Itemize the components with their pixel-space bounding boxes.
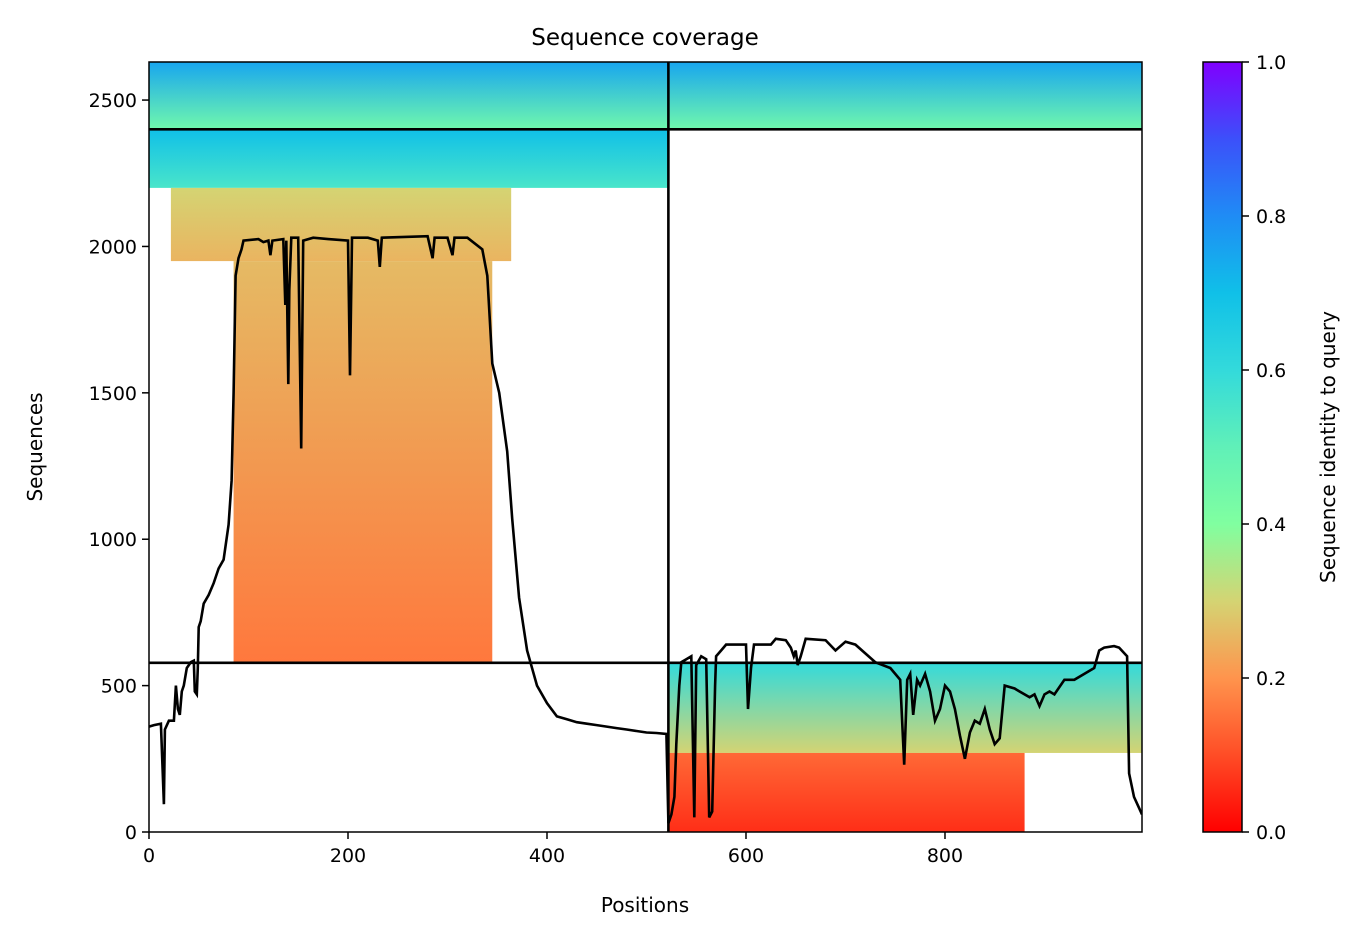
plot-frame (148, 61, 1143, 833)
colorbar (1202, 61, 1243, 833)
colorbar-tick-label: 0.6 (1256, 360, 1286, 382)
chart-title: Sequence coverage (531, 25, 759, 51)
colorbar-tick-label: 0.0 (1256, 822, 1286, 844)
y-tick-label: 1500 (89, 383, 137, 405)
colorbar-tick-label: 1.0 (1256, 52, 1286, 74)
x-axis: 0 200 400 600 800 (143, 832, 963, 867)
heatmap-block (149, 62, 669, 130)
y-tick-label: 1000 (89, 529, 137, 551)
y-tick-label: 2500 (89, 90, 137, 112)
y-tick-label: 500 (101, 676, 137, 698)
x-tick-label: 600 (728, 845, 764, 867)
x-tick-label: 800 (927, 845, 963, 867)
y-axis: 0 500 1000 1500 2000 2500 (89, 90, 149, 844)
heatmap-blocks (149, 62, 1142, 832)
x-axis-label: Positions (601, 893, 689, 917)
heatmap-block (170, 187, 512, 262)
y-tick-label: 0 (125, 822, 137, 844)
y-axis-label: Sequences (23, 392, 47, 501)
colorbar-label: Sequence identity to query (1316, 311, 1340, 583)
section-dividers (149, 62, 1142, 832)
y-tick-label: 2000 (89, 236, 137, 258)
heatmap-block (668, 62, 1142, 130)
colorbar-tick-label: 0.8 (1256, 206, 1286, 228)
heatmap-block (668, 752, 1025, 832)
colorbar-ticks: 0.0 0.2 0.4 0.6 0.8 1.0 (1242, 52, 1286, 844)
heatmap-block (233, 261, 493, 663)
x-tick-label: 200 (330, 845, 366, 867)
coverage-line (149, 234, 1142, 824)
colorbar-tick-label: 0.2 (1256, 668, 1286, 690)
x-tick-label: 400 (529, 845, 565, 867)
heatmap-block (149, 129, 669, 188)
colorbar-tick-label: 0.4 (1256, 514, 1286, 536)
x-tick-label: 0 (143, 845, 155, 867)
